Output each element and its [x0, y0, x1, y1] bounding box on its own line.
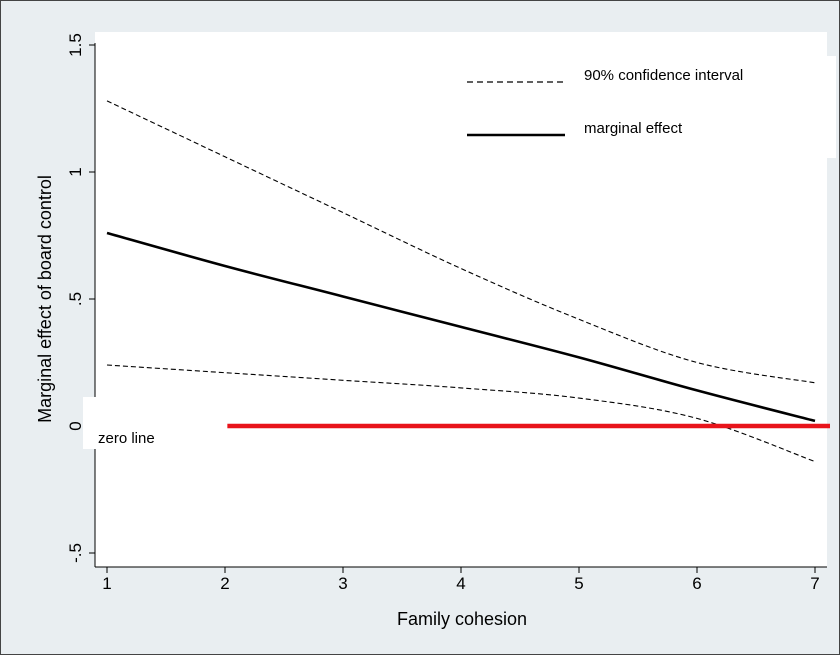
x-tick-label: 6: [692, 574, 701, 593]
y-tick-label: 1.5: [66, 33, 85, 57]
ci-lower-line: [106, 364, 816, 463]
ci-upper-line: [106, 100, 816, 384]
x-axis-title: Family cohesion: [397, 609, 527, 629]
x-tick-label: 7: [810, 574, 819, 593]
x-tick-label: 1: [102, 574, 111, 593]
legend: 90% confidence interval marginal effect: [436, 56, 836, 158]
x-tick-label: 4: [456, 574, 465, 593]
x-tick-label: 2: [220, 574, 229, 593]
x-tick-label: 5: [574, 574, 583, 593]
zero-line-label: zero line: [98, 430, 155, 447]
y-tick-label: 1: [66, 167, 85, 176]
x-axis-ticks: 1 2 3 4 5 6 7: [102, 567, 820, 593]
series-group: [106, 100, 816, 463]
y-axis-title: Marginal effect of board control: [35, 175, 55, 423]
y-axis-ticks: -.5 0 .5 1 1.5: [66, 33, 95, 563]
legend-label: marginal effect: [584, 120, 683, 137]
zero-line-label-box: [83, 397, 231, 449]
legend-label: 90% confidence interval: [584, 67, 743, 84]
y-tick-label: -.5: [66, 543, 85, 563]
y-tick-label: .5: [66, 292, 85, 306]
legend-box: [436, 56, 836, 158]
marginal-effect-line: [106, 231, 816, 423]
y-tick-label: 0: [66, 421, 85, 430]
x-tick-label: 3: [338, 574, 347, 593]
